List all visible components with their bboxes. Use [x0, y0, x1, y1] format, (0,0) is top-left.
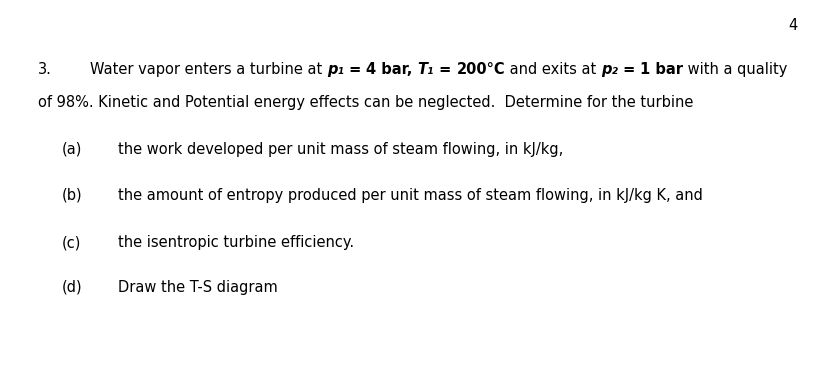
Text: (c): (c) — [62, 235, 81, 250]
Text: 4 bar,: 4 bar, — [366, 62, 417, 77]
Text: the work developed per unit mass of steam flowing, in kJ/kg,: the work developed per unit mass of stea… — [118, 142, 562, 157]
Text: =: = — [617, 62, 639, 77]
Text: =: = — [433, 62, 456, 77]
Text: T₁: T₁ — [417, 62, 433, 77]
Text: with a quality: with a quality — [682, 62, 786, 77]
Text: (b): (b) — [62, 188, 83, 203]
Text: (d): (d) — [62, 280, 83, 295]
Text: the isentropic turbine efficiency.: the isentropic turbine efficiency. — [118, 235, 354, 250]
Text: and exits at: and exits at — [504, 62, 600, 77]
Text: Draw the T-S diagram: Draw the T-S diagram — [118, 280, 277, 295]
Text: the amount of entropy produced per unit mass of steam flowing, in kJ/kg K, and: the amount of entropy produced per unit … — [118, 188, 702, 203]
Text: 4: 4 — [788, 18, 797, 33]
Text: Water vapor enters a turbine at: Water vapor enters a turbine at — [90, 62, 327, 77]
Text: =: = — [343, 62, 366, 77]
Text: of 98%. Kinetic and Potential energy effects can be neglected.  Determine for th: of 98%. Kinetic and Potential energy eff… — [38, 95, 692, 110]
Text: (a): (a) — [62, 142, 82, 157]
Text: p₁: p₁ — [327, 62, 343, 77]
Text: 3.: 3. — [38, 62, 52, 77]
Text: 200°C: 200°C — [456, 62, 504, 77]
Text: p₂: p₂ — [600, 62, 617, 77]
Text: 1 bar: 1 bar — [639, 62, 682, 77]
